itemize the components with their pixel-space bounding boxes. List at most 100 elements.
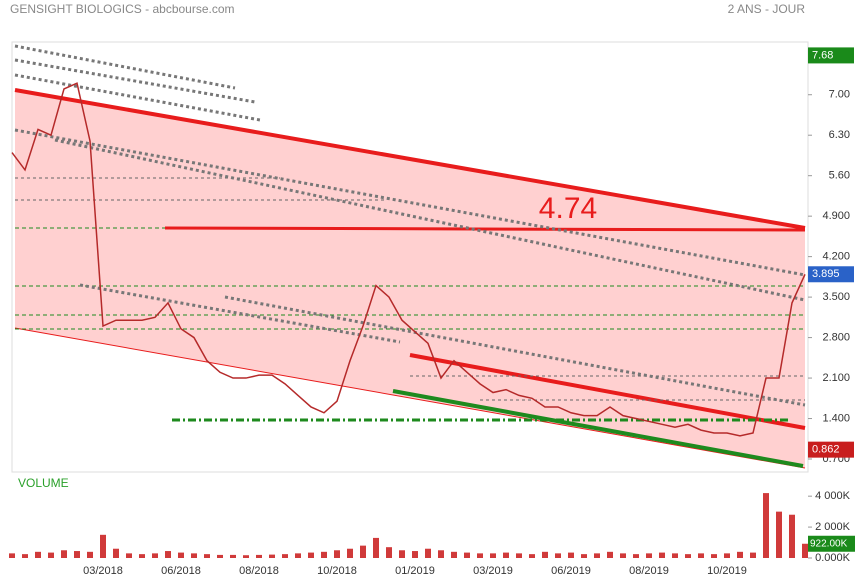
annotation: 4.74 xyxy=(539,192,597,225)
volume-bar xyxy=(373,537,379,558)
volume-bar xyxy=(594,553,600,558)
volume-bar xyxy=(659,552,665,558)
volume-bar xyxy=(100,534,106,558)
volume-bar xyxy=(399,550,405,558)
y-tick-label: 1.400 xyxy=(822,412,850,424)
volume-bar xyxy=(633,554,639,558)
volume-bar xyxy=(35,551,41,558)
volume-bar xyxy=(750,552,756,558)
volume-bar xyxy=(48,552,54,558)
volume-bar xyxy=(763,493,769,558)
price-marker xyxy=(808,266,854,283)
price-marker xyxy=(808,47,854,64)
volume-marker xyxy=(808,535,855,552)
volume-bar xyxy=(126,553,132,558)
volume-bar xyxy=(568,552,574,558)
volume-bar xyxy=(464,552,470,558)
channel-line xyxy=(224,295,806,407)
volume-bar xyxy=(646,553,652,558)
volume-bar xyxy=(789,514,795,558)
y-tick-label: 2 000K xyxy=(815,521,851,533)
volume-bar xyxy=(620,553,626,558)
volume-bar xyxy=(87,551,93,558)
trend-line xyxy=(14,327,806,469)
channel-line xyxy=(14,128,806,277)
volume-bar xyxy=(360,545,366,558)
volume-bar xyxy=(698,553,704,558)
volume-bar xyxy=(113,548,119,558)
volume-bar xyxy=(490,553,496,558)
volume-bar xyxy=(308,552,314,558)
price-line xyxy=(11,82,806,437)
x-tick-label: 08/2019 xyxy=(629,565,669,577)
volume-bar xyxy=(61,550,67,558)
channel-line xyxy=(14,44,236,90)
volume-bar xyxy=(802,543,808,558)
volume-bar xyxy=(685,554,691,558)
volume-bar xyxy=(217,554,223,558)
trend-line xyxy=(14,88,806,230)
y-tick-label: 4.900 xyxy=(822,210,850,222)
y-tick-label: 4 000K xyxy=(815,490,851,502)
y-tick-label: 6.30 xyxy=(829,129,850,141)
volume-bar xyxy=(581,554,587,558)
x-tick-label: 01/2019 xyxy=(395,565,435,577)
y-tick-label: 4.200 xyxy=(822,251,850,263)
volume-bar xyxy=(555,553,561,558)
page-title: GENSIGHT BIOLOGICS - abcbourse.com xyxy=(10,2,235,16)
x-tick-label: 06/2019 xyxy=(551,565,591,577)
price-marker xyxy=(808,441,854,458)
volume-bar xyxy=(282,554,288,558)
channel-line xyxy=(54,138,806,302)
volume-bar xyxy=(321,551,327,558)
x-tick-label: 10/2018 xyxy=(317,565,357,577)
volume-bar xyxy=(204,554,210,558)
volume-bar xyxy=(542,551,548,558)
volume-bar xyxy=(334,550,340,558)
volume-bar xyxy=(74,551,80,558)
volume-bar xyxy=(165,551,171,558)
volume-bar xyxy=(724,553,730,558)
volume-bar xyxy=(230,554,236,558)
x-tick-label: 06/2018 xyxy=(161,565,201,577)
volume-bar xyxy=(776,511,782,558)
channel-line xyxy=(14,58,256,104)
x-tick-label: 03/2018 xyxy=(83,565,123,577)
volume-bar xyxy=(178,552,184,558)
volume-bar xyxy=(529,554,535,558)
volume-bar xyxy=(451,551,457,558)
volume-bar xyxy=(256,554,262,558)
volume-bar xyxy=(22,554,28,558)
volume-bar xyxy=(438,550,444,558)
x-tick-label: 08/2018 xyxy=(239,565,279,577)
volume-bar xyxy=(295,553,301,558)
volume-marker-label: 922.00K xyxy=(810,538,848,549)
volume-bar xyxy=(347,548,353,558)
drawings xyxy=(14,44,806,469)
volume-bar xyxy=(737,551,743,558)
volume-bar xyxy=(269,554,275,558)
y-tick-label: 2.100 xyxy=(822,372,850,384)
volume-bar xyxy=(9,553,15,558)
volume-bar xyxy=(607,551,613,558)
price-marker-label: 3.895 xyxy=(812,268,840,280)
y-tick-label: 0.000K xyxy=(815,552,851,564)
volume-bar xyxy=(711,554,717,558)
trend-line xyxy=(409,353,806,430)
volume-bar xyxy=(516,553,522,558)
volume-bar xyxy=(191,553,197,558)
volume-bar xyxy=(243,555,249,558)
y-tick-label: 3.500 xyxy=(822,291,850,303)
x-tick-label: 03/2019 xyxy=(473,565,513,577)
x-tick-label: 10/2019 xyxy=(707,565,747,577)
trend-line xyxy=(164,226,806,232)
trend-line xyxy=(392,389,804,468)
volume-bar xyxy=(477,553,483,558)
volume-bar xyxy=(425,548,431,558)
channel xyxy=(15,90,805,468)
volume-bar xyxy=(412,551,418,558)
price-marker-label: 0.862 xyxy=(812,444,840,456)
y-tick-label: 2.800 xyxy=(822,331,850,343)
